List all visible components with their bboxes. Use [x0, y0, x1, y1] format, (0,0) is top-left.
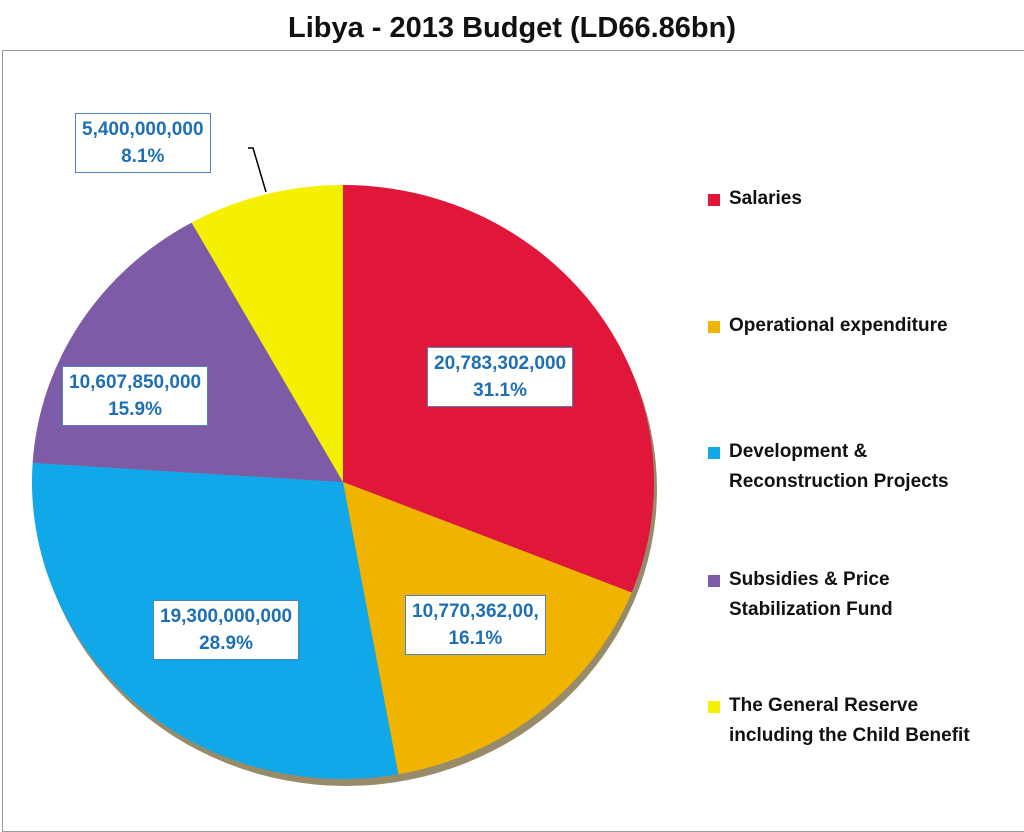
percent-label: 31.1% [473, 380, 527, 401]
data-label-salaries: 20,783,302,000 31.1% [427, 347, 574, 407]
percent-label: 8.1% [121, 146, 165, 167]
percent-label: 16.1% [448, 628, 503, 649]
value-label: 10,607,850,000 [69, 372, 202, 393]
legend-label: Salaries [729, 188, 802, 209]
legend-swatch [708, 194, 720, 206]
value-label: 19,300,000,000 [160, 606, 293, 627]
legend-label: The General Reserve [729, 695, 919, 716]
chart-title: Libya - 2013 Budget (LD66.86bn) [288, 12, 736, 44]
percent-label: 15.9% [108, 399, 162, 420]
legend-label: Reconstruction Projects [729, 471, 949, 492]
legend-label: Operational expenditure [729, 315, 948, 336]
legend-swatch [708, 701, 720, 713]
data-label-development: 19,300,000,000 28.9% [153, 600, 300, 660]
leader-line [248, 147, 267, 193]
legend-swatch [708, 575, 720, 587]
percent-label: 28.9% [199, 633, 253, 654]
pie-slice-4 [191, 185, 343, 482]
legend-swatch [708, 447, 720, 459]
value-label: 5,400,000,000 [82, 119, 204, 140]
legend-label: including the Child Benefit [729, 725, 970, 746]
legend-label: Subsidies & Price [729, 569, 890, 590]
value-label: 20,783,302,000 [434, 353, 567, 374]
data-label-operational: 10,770,362,00, 16.1% [405, 595, 546, 655]
legend-swatch [708, 321, 720, 333]
legend-label: Development & [729, 441, 868, 462]
data-label-reserve: 5,400,000,000 8.1% [75, 113, 211, 173]
data-label-subsidies: 10,607,850,000 15.9% [62, 366, 209, 426]
legend-label: Stabilization Fund [729, 599, 893, 620]
value-label: 10,770,362,00, [412, 601, 539, 622]
